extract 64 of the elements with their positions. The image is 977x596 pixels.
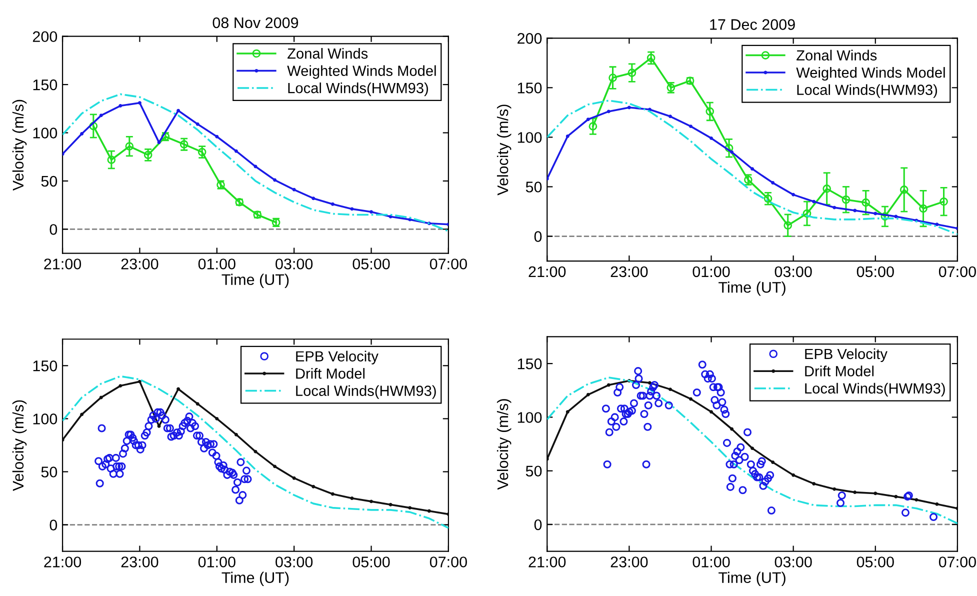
y-tick-label: 150: [518, 358, 542, 370]
legend-label: Local Winds(HWM93): [288, 82, 428, 96]
x-tick-label: 07:00: [430, 556, 467, 568]
x-tick-label: 05:00: [352, 258, 390, 270]
legend-label: Local Winds(HWM93): [805, 382, 945, 396]
x-axis-title: Time (UT): [222, 274, 289, 288]
x-tick-label: 21:00: [528, 556, 566, 568]
legend-label: Drift Model: [805, 366, 874, 376]
legend-label: Local Winds(HWM93): [296, 385, 436, 399]
y-tick-label: 0: [534, 231, 542, 242]
x-tick-label: 05:00: [856, 266, 894, 278]
y-tick-label: 50: [41, 176, 58, 187]
x-tick-label: 23:00: [610, 266, 648, 278]
y-tick-label: 0: [50, 520, 58, 530]
x-tick-label: 23:00: [121, 556, 158, 568]
y-tick-label: 150: [33, 79, 58, 90]
y-axis-title: Velocity (m/s): [496, 399, 512, 490]
x-tick-label: 21:00: [528, 266, 566, 278]
legend-label: Drift Model: [296, 368, 364, 379]
y-tick-label: 100: [518, 412, 542, 423]
chart-title: 17 Dec 2009: [710, 19, 795, 30]
y-tick-label: 150: [33, 360, 58, 372]
y-tick-label: 100: [33, 414, 58, 424]
x-tick-label: 01:00: [692, 266, 730, 278]
legend-label: Local Winds(HWM93): [797, 84, 938, 98]
legend-label: Weighted Winds Model: [796, 67, 945, 81]
y-axis-title: Velocity (m/s): [12, 100, 27, 191]
y-axis-title: Velocity (m/s): [12, 400, 27, 491]
x-tick-label: 01:00: [692, 556, 730, 568]
legend-label: Zonal Winds: [288, 48, 368, 59]
x-tick-label: 21:00: [44, 556, 82, 568]
x-tick-label: 03:00: [774, 266, 812, 278]
x-tick-label: 01:00: [198, 556, 236, 568]
x-tick-label: 07:00: [430, 258, 467, 270]
y-tick-label: 0: [534, 519, 542, 530]
x-tick-label: 03:00: [276, 258, 313, 270]
y-tick-label: 200: [518, 33, 542, 44]
y-tick-label: 100: [33, 128, 58, 138]
x-axis-title: Time (UT): [222, 572, 289, 586]
y-tick-label: 50: [526, 182, 542, 192]
y-tick-label: 50: [526, 466, 542, 477]
x-tick-label: 01:00: [198, 258, 236, 270]
x-axis-title: Time (UT): [718, 282, 786, 296]
x-tick-label: 05:00: [352, 556, 390, 568]
x-tick-label: 03:00: [276, 556, 313, 568]
y-tick-label: 150: [518, 82, 542, 94]
y-tick-label: 0: [50, 224, 58, 235]
x-tick-label: 03:00: [774, 556, 812, 568]
y-tick-label: 100: [518, 132, 542, 143]
chart-title: 08 Nov 2009: [212, 17, 298, 28]
x-tick-label: 21:00: [44, 258, 82, 270]
y-tick-label: 50: [41, 466, 58, 478]
y-axis-title: Velocity (m/s): [496, 104, 512, 196]
x-tick-label: 07:00: [938, 556, 976, 568]
x-tick-label: 07:00: [938, 266, 976, 278]
x-tick-label: 23:00: [121, 258, 158, 270]
x-tick-label: 23:00: [610, 556, 648, 568]
legend-label: Weighted Winds Model: [287, 65, 436, 79]
x-axis-title: Time (UT): [718, 572, 786, 586]
x-tick-label: 05:00: [856, 556, 894, 568]
y-tick-label: 200: [32, 31, 58, 42]
legend-label: EPB Velocity: [296, 350, 378, 364]
legend-label: Zonal Winds: [796, 50, 877, 61]
legend-label: EPB Velocity: [805, 348, 888, 362]
